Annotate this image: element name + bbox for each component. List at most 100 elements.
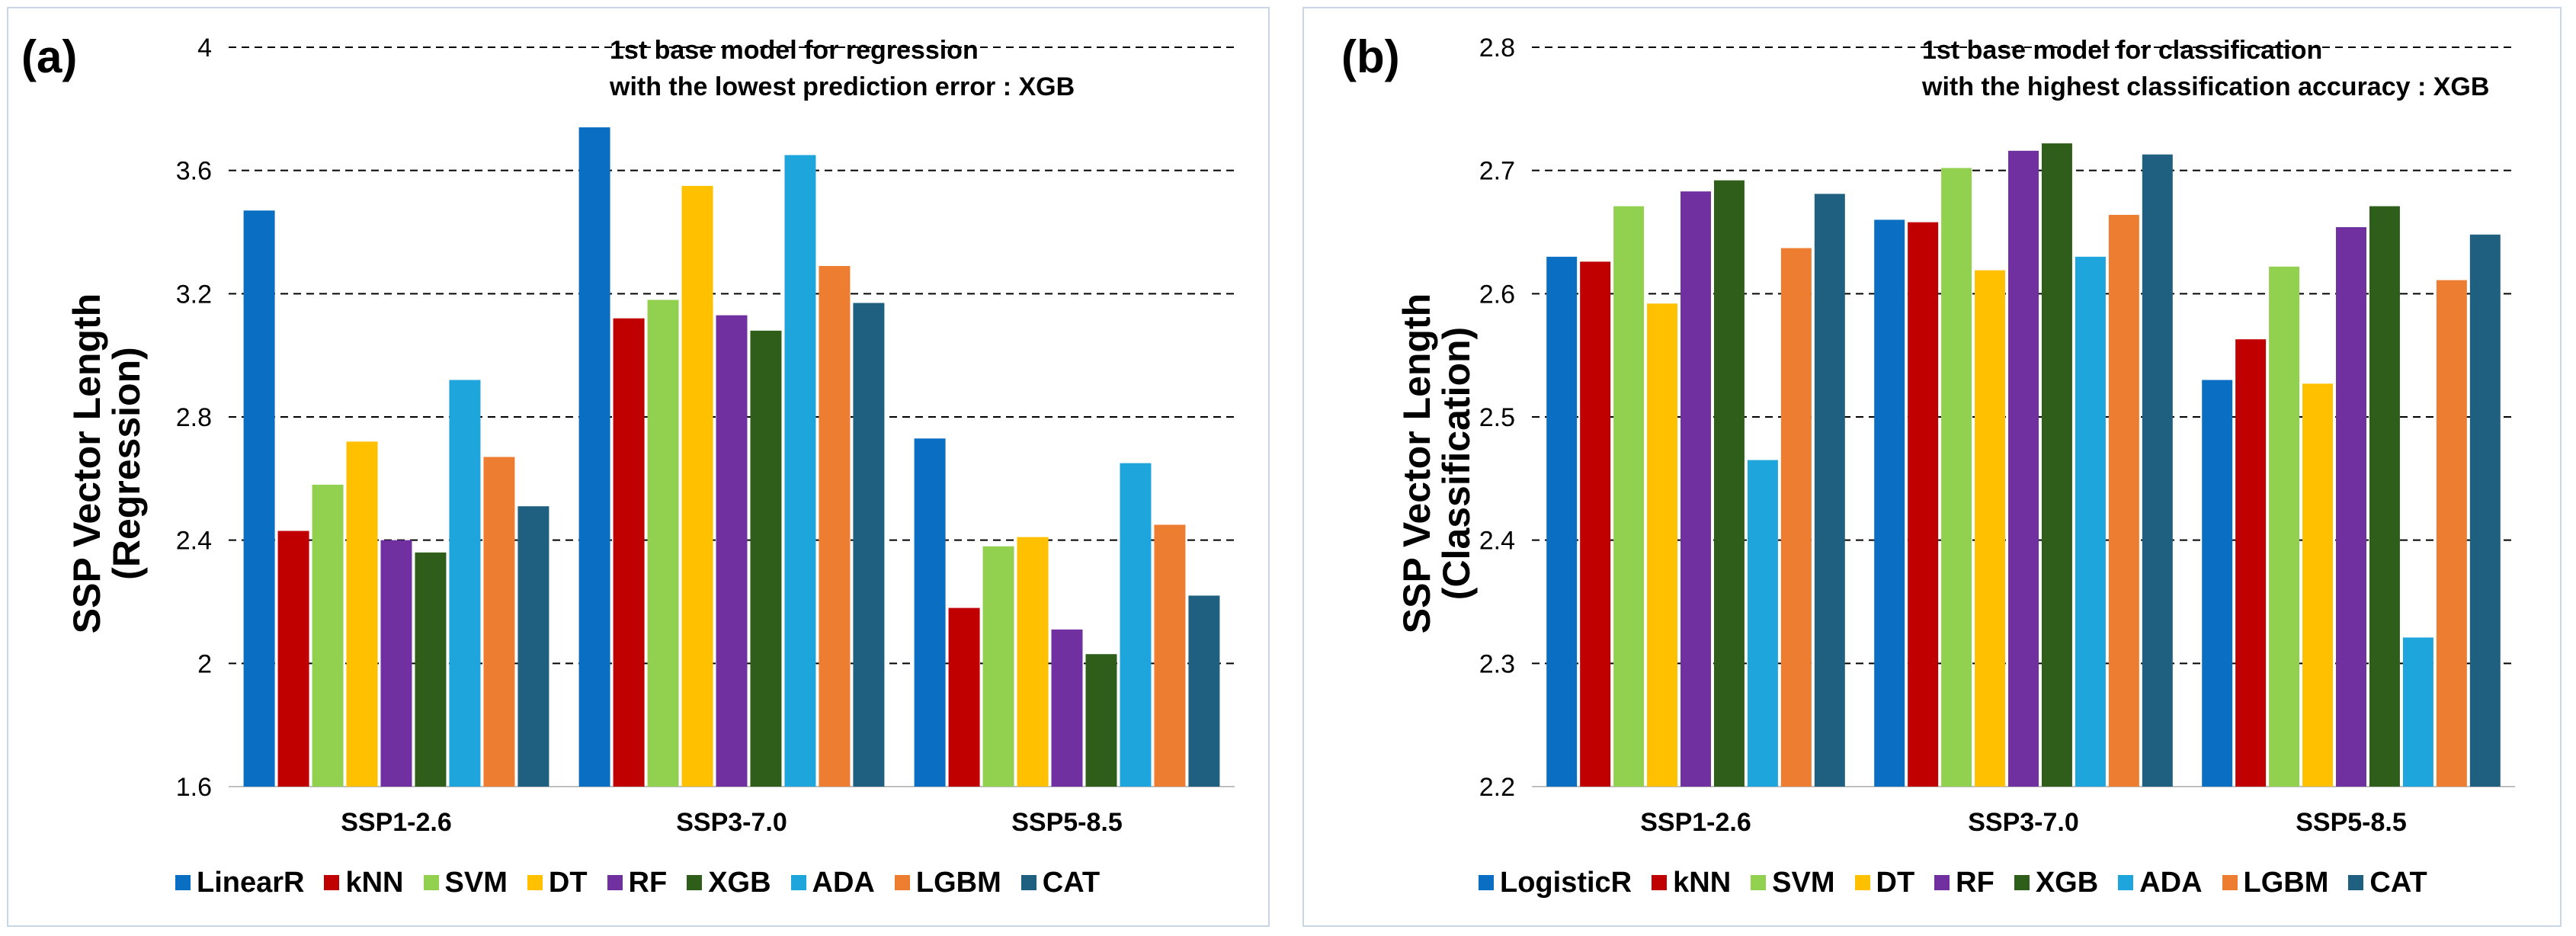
bar-cat-ssp5-8.5 xyxy=(1188,595,1220,787)
legend-swatch xyxy=(1854,875,1870,890)
legend-item-xgb: XGB xyxy=(687,867,771,899)
legend-item-lgbm: LGBM xyxy=(894,867,1001,899)
bar-rf-ssp5-8.5 xyxy=(2336,227,2366,787)
legend-swatch xyxy=(2014,875,2030,890)
legend-swatch xyxy=(527,875,543,890)
legend-swatch xyxy=(1479,875,1494,890)
legend-item-svm: SVM xyxy=(423,866,508,899)
bar-xgb-ssp1-2.6 xyxy=(1713,180,1745,787)
y-tick-label: 2.7 xyxy=(1479,157,1515,186)
bar-cat-ssp3-7.0 xyxy=(2142,154,2173,787)
y-tick-label: 2.4 xyxy=(176,527,212,556)
annotation-line-1: 1st base model for classification xyxy=(1922,36,2323,65)
legend-label: LGBM xyxy=(2243,866,2329,899)
legend-item-knn: kNN xyxy=(324,866,404,899)
y-tick-label: 2.8 xyxy=(176,403,212,432)
bar-knn-ssp5-8.5 xyxy=(2235,339,2267,787)
y-axis-label-wrap: SSP Vector Length (Classification) xyxy=(1395,128,1479,799)
bar-svm-ssp5-8.5 xyxy=(2269,266,2300,787)
bar-lgbm-ssp1-2.6 xyxy=(1780,248,1812,787)
panel-classification: 2.2 2.3 2.4 2.5 2.6 2.7 2.8 SSP1-2.6 SSP3-7.0 SSP… xyxy=(1288,0,2576,936)
bar-knn-ssp3-7.0 xyxy=(1908,222,1939,787)
legend-label: kNN xyxy=(345,866,404,899)
legend-label: DT xyxy=(1876,866,1915,899)
bar-lgbm-ssp3-7.0 xyxy=(2108,214,2139,787)
annotation-line-2: with the highest classification accuracy… xyxy=(1922,72,2490,101)
bar-xgb-ssp1-2.6 xyxy=(415,552,447,787)
bar-knn-ssp1-2.6 xyxy=(1580,261,1611,787)
bar-svm-ssp3-7.0 xyxy=(1941,168,1972,787)
bar-svm-ssp3-7.0 xyxy=(647,300,679,787)
y-tick-label: 3.2 xyxy=(176,280,212,309)
legend-item-knn: kNN xyxy=(1652,867,1731,899)
bar-dt-ssp1-2.6 xyxy=(346,441,378,787)
legend: LogisticR kNN SVM DT RF XGB ADA LGBM CAT xyxy=(1479,861,2447,904)
bar-logisticr-ssp5-8.5 xyxy=(2202,380,2233,787)
x-category-label: SSP5-8.5 xyxy=(2296,808,2407,837)
legend-swatch xyxy=(175,875,191,890)
legend-label: RF xyxy=(628,866,668,899)
legend-swatch xyxy=(607,875,623,890)
y-axis-label-line-1: SSP Vector Length xyxy=(1395,293,1438,634)
bar-ada-ssp5-8.5 xyxy=(2402,637,2433,787)
legend-label: RF xyxy=(1956,866,1994,899)
bar-svm-ssp1-2.6 xyxy=(1613,206,1645,787)
legend-swatch xyxy=(687,875,703,890)
y-tick-label: 2.4 xyxy=(1479,527,1515,556)
legend-item-xgb: XGB xyxy=(2014,867,2098,899)
y-tick-label: 2.5 xyxy=(1479,403,1515,432)
bar-linearr-ssp3-7.0 xyxy=(578,127,610,787)
legend-label: SVM xyxy=(444,866,508,899)
legend-swatch xyxy=(1751,875,1767,890)
bar-dt-ssp1-2.6 xyxy=(1647,303,1678,787)
bar-xgb-ssp5-8.5 xyxy=(1085,654,1117,787)
bar-rf-ssp5-8.5 xyxy=(1051,629,1083,787)
legend-item-ada: ADA xyxy=(790,867,875,899)
annotation-line-1: 1st base model for regression xyxy=(610,36,979,65)
bar-dt-ssp5-8.5 xyxy=(1017,537,1049,787)
bar-linearr-ssp5-8.5 xyxy=(914,438,946,787)
x-category-label: SSP5-8.5 xyxy=(1011,808,1123,837)
legend-item-dt: DT xyxy=(1854,866,1915,899)
chart-annotation: 1st base model for classification with t… xyxy=(1922,32,2489,105)
regression-chart: 1.6 2 2.4 2.8 3.2 3.6 4 SSP1-2.6 SSP3-7.0 SSP5-8.… xyxy=(7,7,1270,927)
bar-cat-ssp5-8.5 xyxy=(2469,234,2501,787)
legend-item-cat: CAT xyxy=(1020,867,1100,899)
chart-annotation: 1st base model for regression with the l… xyxy=(610,32,1075,105)
bar-dt-ssp5-8.5 xyxy=(2302,383,2334,787)
y-tick-label: 2.6 xyxy=(1479,280,1515,309)
legend-swatch xyxy=(790,875,806,890)
legend-label: ADA xyxy=(2139,866,2203,899)
legend-label: DT xyxy=(548,866,588,899)
x-category-label: SSP1-2.6 xyxy=(341,808,452,837)
bar-lgbm-ssp5-8.5 xyxy=(2436,280,2467,787)
bar-rf-ssp1-2.6 xyxy=(380,540,412,787)
bar-rf-ssp3-7.0 xyxy=(2008,150,2039,787)
bar-lgbm-ssp3-7.0 xyxy=(819,265,851,787)
bar-logisticr-ssp3-7.0 xyxy=(1874,220,1905,787)
y-tick-label: 3.6 xyxy=(176,157,212,186)
bar-ada-ssp3-7.0 xyxy=(784,155,816,787)
legend-label: kNN xyxy=(1673,866,1732,899)
bar-svm-ssp5-8.5 xyxy=(982,546,1014,787)
bar-ada-ssp5-8.5 xyxy=(1120,463,1152,787)
bar-lgbm-ssp5-8.5 xyxy=(1154,524,1186,787)
y-tick-label: 2.8 xyxy=(1479,34,1515,63)
y-axis-label-wrap: SSP Vector Length (Regression) xyxy=(65,128,149,799)
bar-ada-ssp3-7.0 xyxy=(2075,256,2106,787)
legend-label: LinearR xyxy=(197,866,305,899)
bar-cat-ssp1-2.6 xyxy=(1814,194,1845,787)
y-tick-label: 1.6 xyxy=(176,773,212,802)
panel-label: (b) xyxy=(1341,31,1400,82)
bar-xgb-ssp5-8.5 xyxy=(2369,206,2400,787)
y-tick-label: 2.3 xyxy=(1479,649,1515,678)
bar-cat-ssp1-2.6 xyxy=(517,506,549,787)
y-axis-label: SSP Vector Length (Regression) xyxy=(66,293,148,634)
legend-swatch xyxy=(894,875,910,890)
legend-item-rf: RF xyxy=(1934,867,1994,899)
y-axis-label-line-1: SSP Vector Length xyxy=(66,293,108,634)
y-tick-label: 4 xyxy=(197,34,212,63)
x-category-label: SSP1-2.6 xyxy=(1640,808,1751,837)
bar-logisticr-ssp1-2.6 xyxy=(1546,256,1578,787)
legend-item-rf: RF xyxy=(607,866,668,899)
